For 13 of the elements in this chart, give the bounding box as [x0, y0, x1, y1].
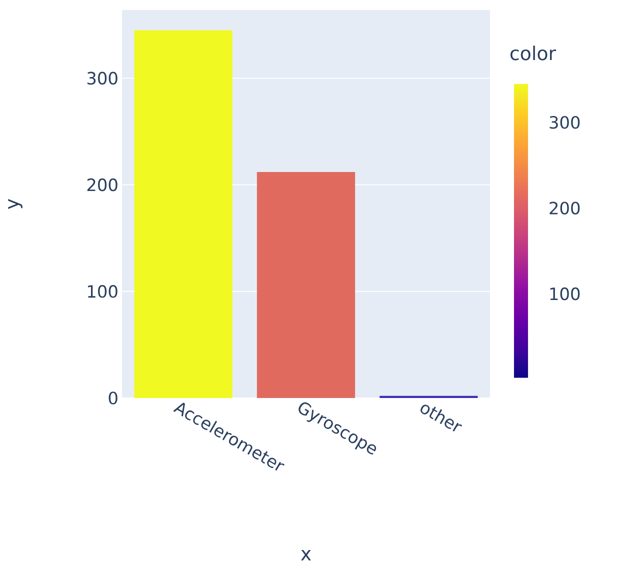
- color-bar-label: 200: [550, 202, 580, 214]
- bar: [256, 172, 356, 398]
- color-bar-title: color: [510, 46, 556, 60]
- y-tick-label: 0: [108, 392, 118, 404]
- y-axis-title: y: [8, 198, 22, 210]
- color-bar-label: 300: [550, 116, 580, 129]
- x-axis-title: x: [300, 550, 311, 560]
- color-bar-label: 100: [550, 287, 580, 300]
- y-tick-label: 100: [88, 284, 118, 298]
- x-tick-label: other: [420, 404, 462, 432]
- y-tick-label: 200: [87, 178, 118, 192]
- y-tick-label: 300: [87, 72, 118, 85]
- bar: [134, 30, 232, 398]
